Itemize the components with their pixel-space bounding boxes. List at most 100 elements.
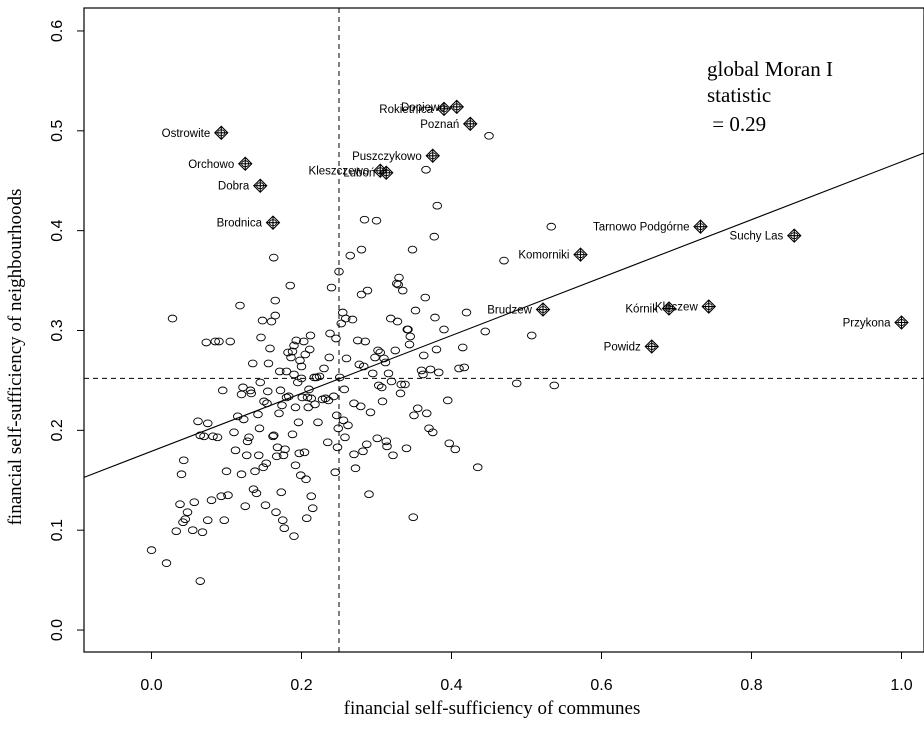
data-point xyxy=(379,354,389,363)
labelled-point: Tarnowo Podgórne xyxy=(593,219,708,234)
data-point xyxy=(372,434,383,443)
x-tick-label: 0.8 xyxy=(740,677,762,694)
data-point xyxy=(262,399,272,408)
data-point xyxy=(404,340,415,349)
mean-reference-lines xyxy=(84,8,924,652)
moran-annotation: global Moran I statistic = 0.29 xyxy=(707,57,833,136)
data-point xyxy=(266,317,277,326)
point-label: Ostrowite xyxy=(162,128,211,140)
data-point xyxy=(238,383,248,392)
regression-line xyxy=(83,152,924,478)
data-point xyxy=(368,369,378,378)
data-point xyxy=(176,470,187,479)
data-point xyxy=(167,314,178,323)
data-point xyxy=(431,345,442,354)
data-point xyxy=(381,437,392,446)
data-point xyxy=(278,516,288,525)
data-point xyxy=(195,431,205,440)
data-point xyxy=(274,409,284,418)
data-point xyxy=(365,408,376,417)
point-label: Powidz xyxy=(604,341,641,353)
data-point xyxy=(247,359,258,368)
data-point xyxy=(324,353,335,362)
data-point xyxy=(418,370,428,379)
influential-marker-ring xyxy=(466,120,475,128)
data-point xyxy=(332,411,342,420)
data-point xyxy=(458,343,468,352)
y-tick-label: 0.5 xyxy=(49,120,66,142)
annotation-line-1: global Moran I xyxy=(707,57,833,81)
data-point xyxy=(236,470,247,479)
influential-marker-ring xyxy=(696,223,705,231)
data-point xyxy=(268,432,278,441)
labelled-point: Brudzew xyxy=(487,302,551,317)
data-point xyxy=(386,314,396,323)
data-point xyxy=(360,337,371,346)
labelled-point: Dobra xyxy=(218,178,268,194)
labelled-point: Suchy Las xyxy=(730,228,802,243)
x-tick-label: 0.2 xyxy=(290,677,312,694)
data-point xyxy=(512,379,522,388)
annotation-line-2: statistic xyxy=(707,83,771,107)
data-point xyxy=(416,366,427,375)
data-point xyxy=(350,464,361,473)
data-point xyxy=(281,393,292,402)
data-point xyxy=(390,346,401,355)
data-point xyxy=(246,389,256,398)
data-point xyxy=(217,386,228,395)
data-point xyxy=(286,353,296,362)
data-point xyxy=(255,378,265,387)
data-point xyxy=(210,337,220,346)
data-point xyxy=(380,358,391,367)
point-label: Rokietnica xyxy=(379,104,433,116)
data-point xyxy=(240,502,250,511)
influential-marker-ring xyxy=(664,305,674,312)
influential-marker xyxy=(786,228,802,243)
data-point xyxy=(343,421,353,430)
point-label: Tarnowo Podgórne xyxy=(593,222,690,234)
data-point xyxy=(330,468,341,477)
data-point xyxy=(212,433,223,442)
data-point xyxy=(305,345,315,354)
data-point xyxy=(180,515,190,524)
data-point xyxy=(425,365,436,374)
influential-marker xyxy=(237,156,253,172)
data-point xyxy=(335,373,345,382)
data-point xyxy=(245,386,256,395)
influential-marker xyxy=(265,215,281,230)
influential-marker-ring xyxy=(268,219,278,227)
data-point xyxy=(420,293,431,302)
point-label: Luboń xyxy=(343,168,375,180)
data-point xyxy=(161,559,172,567)
data-point xyxy=(395,389,406,398)
data-point xyxy=(319,364,329,373)
labelled-point: Dopiewo xyxy=(401,99,465,115)
data-point xyxy=(413,404,423,413)
data-point xyxy=(171,527,181,536)
data-point xyxy=(178,456,189,465)
y-axis-title: financial self-sufficiency of neighbourh… xyxy=(5,189,26,526)
point-label: Kleczew xyxy=(655,302,699,314)
data-point xyxy=(364,490,374,499)
data-point xyxy=(377,383,387,392)
point-label: Przykona xyxy=(843,318,892,330)
y-tick-label: 0.1 xyxy=(49,519,66,541)
data-point xyxy=(256,333,266,342)
data-point xyxy=(248,485,259,494)
data-point xyxy=(270,296,281,305)
data-point xyxy=(277,401,287,410)
data-point xyxy=(269,253,279,262)
data-point xyxy=(434,368,444,377)
data-point xyxy=(356,402,366,411)
data-point xyxy=(356,245,367,254)
data-point xyxy=(275,367,285,376)
data-point xyxy=(439,325,449,334)
point-label: Kleszczewo xyxy=(309,166,370,178)
x-tick-label: 1.0 xyxy=(890,677,912,694)
annotation-line-3: = 0.29 xyxy=(707,112,766,136)
data-point xyxy=(296,362,307,371)
data-point xyxy=(182,508,193,517)
data-point xyxy=(484,131,494,140)
data-point xyxy=(251,489,262,498)
data-point xyxy=(306,394,317,403)
